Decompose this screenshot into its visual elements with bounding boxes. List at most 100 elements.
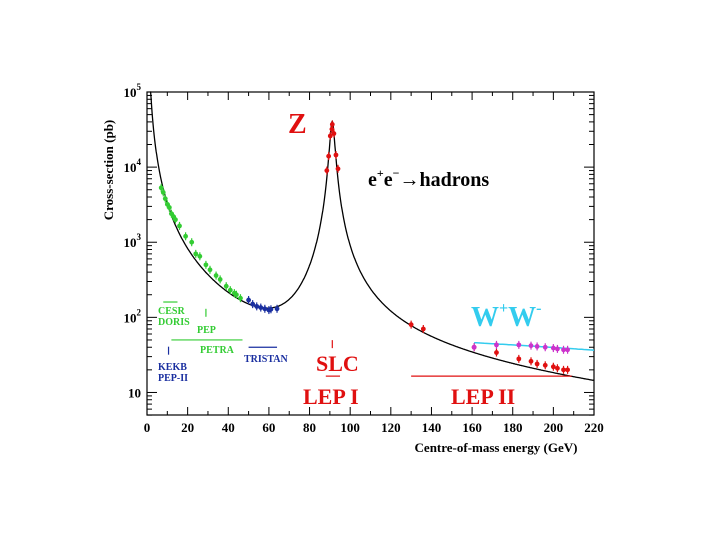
data-point (550, 364, 556, 370)
x-tick-label: 40 (222, 420, 235, 435)
y-tick-base: 10 (124, 160, 137, 175)
data-point (534, 344, 540, 349)
x-tick-label: 120 (381, 420, 401, 435)
y-tick-label: 105 (124, 82, 142, 100)
theory-curves (149, 91, 595, 382)
x-tick-label: 100 (340, 420, 360, 435)
process-minus: − (393, 166, 400, 180)
data-point (326, 153, 332, 159)
x-tick-label: 220 (584, 420, 604, 435)
data-point (158, 185, 164, 191)
data-point (173, 217, 178, 223)
x-tick-label: 0 (144, 420, 151, 435)
data-point (246, 297, 251, 303)
process-plus: + (377, 166, 384, 180)
data-point (561, 367, 566, 373)
x-tick-label: 20 (181, 420, 194, 435)
x-tick-label: 180 (503, 420, 523, 435)
ww-w2: W (508, 302, 536, 333)
data-point (193, 251, 199, 257)
ww-cross-section-curve (474, 341, 595, 351)
data-point (217, 277, 223, 282)
hadrons-cross-section-curve (149, 91, 595, 382)
y-tick-label: 102 (124, 307, 142, 325)
data-point (333, 152, 339, 158)
data-point (565, 347, 570, 353)
data-point (555, 346, 560, 352)
cesr-label: CESR (158, 306, 185, 317)
data-point (223, 283, 229, 289)
data-point (420, 326, 426, 332)
data-point (329, 122, 335, 127)
data-point (494, 342, 499, 348)
data-point (550, 345, 556, 351)
data-point (542, 344, 548, 350)
data-point (555, 365, 560, 371)
data-point (197, 253, 203, 259)
data-points (158, 120, 570, 374)
data-point (183, 233, 189, 239)
y-tick-exponent: 2 (137, 307, 142, 317)
data-point (561, 347, 566, 353)
data-point (494, 350, 499, 355)
data-point (166, 205, 172, 210)
data-point (189, 239, 195, 245)
data-point (254, 303, 260, 309)
y-tick-base: 10 (124, 235, 137, 250)
z-resonance-label: Z (288, 109, 307, 140)
data-point (542, 362, 548, 368)
data-point (471, 344, 477, 350)
data-point (528, 358, 534, 364)
x-tick-label: 160 (462, 420, 482, 435)
x-axis-title: Centre-of-mass energy (GeV) (415, 440, 578, 455)
data-point (162, 196, 168, 202)
y-tick-label: 10 (128, 385, 141, 400)
data-point (227, 287, 233, 293)
data-point (234, 292, 239, 298)
y-axis-title: Cross-section (pb) (101, 120, 116, 221)
data-point (565, 367, 570, 373)
experiment-range-bars (163, 301, 572, 377)
x-axis-ticks: 0 20 40 60 80 100 120 140 160 180 200 220 (144, 92, 604, 435)
data-point (160, 190, 166, 195)
ww-minus: - (536, 300, 541, 317)
x-tick-label: 80 (303, 420, 316, 435)
data-point (331, 131, 337, 136)
process-label: e+e−→hadrons (368, 166, 489, 191)
ww-plus: + (499, 300, 508, 317)
data-point (177, 223, 182, 229)
ww-w1: W (471, 302, 499, 333)
y-tick-base: 10 (124, 310, 137, 325)
data-point (268, 306, 274, 312)
pep2-label: PEP-II (158, 373, 188, 384)
pep-label: PEP (197, 325, 216, 336)
data-point (274, 306, 280, 312)
y-tick-base: 10 (124, 85, 137, 100)
data-point (516, 342, 522, 348)
data-point (213, 273, 219, 278)
x-tick-label: 140 (422, 420, 442, 435)
x-tick-label: 200 (544, 420, 564, 435)
x-tick-label: 60 (262, 420, 275, 435)
data-point (238, 295, 243, 301)
kekb-label: KEKB (158, 362, 187, 373)
data-point (250, 301, 256, 307)
data-point (534, 361, 540, 367)
data-point (408, 322, 414, 328)
ww-label: W+W- (471, 300, 541, 333)
data-point (324, 168, 330, 173)
petra-label: PETRA (200, 345, 235, 356)
data-point (262, 306, 268, 312)
slc-label: SLC (316, 351, 359, 376)
y-tick-exponent: 3 (137, 232, 142, 242)
data-point (335, 166, 341, 172)
tristan-label: TRISTAN (244, 354, 288, 365)
data-point (258, 305, 264, 310)
data-point (327, 133, 333, 139)
data-point (207, 267, 213, 273)
process-e2: e (384, 169, 393, 191)
y-tick-exponent: 4 (137, 157, 142, 167)
lep2-label: LEP II (451, 384, 515, 409)
